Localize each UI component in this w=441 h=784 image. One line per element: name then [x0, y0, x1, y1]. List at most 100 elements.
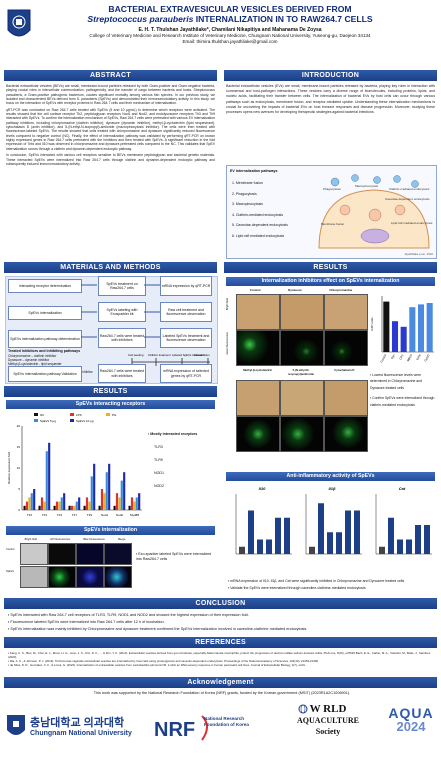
col-label: 5-(N-ethyl-N-isopropyl)amiloride: [288, 368, 314, 376]
x-tick-label: Nod2: [116, 513, 124, 517]
acknowledgement-heading: Acknowledgement: [4, 677, 437, 688]
reference-text: Kang, C. S., Ban, M., Choi, E. J., Moon,…: [8, 651, 431, 659]
aqua-year: 2024: [396, 719, 426, 734]
timeline-label: Cell seeding: [128, 353, 144, 357]
legend-label: SpEVs 5 μg: [40, 419, 56, 423]
row-label: Green fluorescence: [226, 332, 229, 355]
bar: [400, 326, 407, 352]
flow-box: mRNA expression of selected genes by qRT…: [160, 364, 212, 383]
results-left-heading: RESULTS: [4, 386, 217, 397]
col-label: Merge: [118, 538, 126, 541]
bar: [45, 451, 48, 510]
bar: [409, 307, 416, 352]
x-tick-label: Tlr7: [72, 513, 77, 517]
anti-inflammatory-bullets: ▪ mRNA expression of Il10, Il1β, and Cat…: [228, 578, 434, 592]
anti-bullet: ▪ Validate the SpEVs were internalized t…: [228, 586, 366, 590]
title-line-2-rest: INTERNALIZATION IN TO RAW264.7 CELLS: [193, 14, 373, 24]
bar: [417, 304, 425, 352]
acknowledgement-text: This work was supported by the National …: [93, 691, 351, 695]
bar: [275, 517, 281, 554]
reference-text: Rai, A. K., & Johnson, P. J. (2019). Tri…: [9, 659, 319, 663]
x-tick-label: Dyn: [390, 353, 396, 360]
internalization-bullet: ▪ Exo-sparkler labeled SpEVs were intern…: [136, 552, 212, 561]
micrograph-col-labels: Bright field GP Fluorescence Blue Fluore…: [18, 538, 132, 541]
micrograph-mbcd-green: [236, 416, 280, 452]
y-tick-label: 15: [17, 445, 21, 449]
cnu-korean-name: 충남대학교 의과대학: [30, 717, 125, 729]
col-label: Dynasore: [288, 288, 302, 292]
bar: [78, 497, 81, 510]
diagram-label: Caveolae-dependent endocytosis: [385, 197, 430, 201]
receptor-bar-chart: 0 5 10 15 20 Relative expression fold Tlr2 Tlr3…: [7, 413, 142, 517]
introduction-heading: INTRODUCTION: [224, 70, 437, 81]
gene-expression-charts: Il10 Il1β Cat: [235, 486, 432, 555]
bar: [108, 463, 111, 510]
x-tick-label: CPZ: [398, 353, 404, 360]
micrograph-bright-control: [20, 543, 48, 565]
flow-box: Raw264.7 cells were treated with inhibit…: [98, 364, 146, 383]
bar: [68, 505, 71, 510]
bar: [40, 497, 44, 510]
flow-box: Labeled SpEVs treatment and fluorescence…: [160, 328, 212, 348]
row-label: Bright field: [226, 298, 229, 311]
bar: [103, 493, 106, 510]
x-tick-label: MβCD: [406, 354, 413, 363]
abstract-text: Bacterial extracellular vesicles (BEVs) …: [6, 84, 215, 166]
inhibitor-result-text: Confirm SpEVs were internalized through …: [370, 396, 435, 407]
abstract-heading: ABSTRACT: [4, 70, 217, 81]
footer-logos: 충남대학교 의과대학 Chungnam National University …: [0, 700, 441, 784]
nrf-logo: NRF: [154, 715, 208, 741]
diagram-citation: Jayathilake et al., 2022: [404, 252, 433, 256]
micrograph-green-spevs: [48, 566, 76, 588]
y-tick-label: 10: [17, 466, 21, 470]
conclusion-text: SpEVs internalization was mainly inhibit…: [10, 627, 308, 631]
bar: [63, 493, 66, 510]
cnu-seal-icon: [7, 715, 25, 735]
row-label: Control: [6, 548, 15, 551]
bar: [336, 532, 342, 554]
conclusion-heading: CONCLUSION: [4, 598, 437, 609]
bar: [70, 505, 74, 510]
bar: [309, 546, 315, 554]
bar: [327, 532, 333, 554]
bar: [397, 539, 403, 554]
reference-item: ▪ Rai, A. K., & Johnson, P. J. (2019). T…: [8, 659, 319, 663]
pathway-list: 1. Membrane fusion 2. Phagocytosis 3. Ma…: [232, 178, 288, 241]
x-tick-label: EIPA: [415, 353, 422, 360]
col-label: Cytochalasin D: [334, 368, 355, 372]
bar: [266, 539, 272, 554]
bar: [30, 493, 33, 510]
conclusion-text: Fluorescence labeled SpEVs were internal…: [10, 620, 165, 624]
poster-title: BACTERIAL EXTRAVESICULAR VESICLES DERIVE…: [40, 4, 420, 24]
col-label: Control: [249, 288, 261, 292]
bar: [55, 501, 59, 510]
bar: [406, 539, 412, 554]
inhibitor-result-bullet: ▪ Lowest fluorescence levels were determ…: [370, 373, 423, 390]
micrograph-dynasore-bright: [280, 294, 324, 330]
bar: [83, 505, 86, 510]
receptors-subheading: SpEVs interacting receptors: [6, 400, 215, 409]
flow-box: Raw cell treatment and fluorescence obse…: [160, 302, 212, 322]
was-line-2: AQUACULTURE: [297, 716, 359, 725]
legend-swatch: [34, 413, 38, 416]
x-tick-label: Tlr9: [87, 513, 92, 517]
inhibitor-list-title: Treated inhibitors and inhibiting pathwa…: [8, 349, 81, 353]
bar: [284, 517, 290, 554]
receptor-bullet-title: ▪ Mostly interacted receptors: [148, 432, 198, 436]
bar: [25, 501, 29, 510]
row-label: SpEVs: [6, 570, 14, 573]
bottom-col-labels: Methyl-β-cyclodextrin 5-(N-ethyl-N-isopr…: [236, 368, 366, 376]
bar: [88, 501, 91, 510]
reference-text: da Silva, D. R., Gonzalez, C. F., & Lorc…: [9, 663, 306, 667]
receptor-bullet: TLR9: [154, 458, 163, 462]
pathway-item: 1. Membrane fusion: [232, 181, 263, 185]
flow-box: SpEVs internalization pathway Validation: [8, 366, 82, 382]
references-heading: REFERENCES: [4, 637, 437, 648]
bar: [75, 501, 78, 510]
pathway-item: 6. Lipid raft mediated endocytosis: [232, 233, 285, 238]
bar: [383, 301, 390, 352]
title-line-1: BACTERIAL EXTRAVESICULAR VESICLES DERIVE…: [108, 4, 352, 14]
inhibitor-micrographs: Control Dynasore Chlorpromazine Bright f…: [226, 288, 368, 458]
timeline-label: Labeled SpEVs treatment: [172, 353, 204, 357]
timeline-label: Visualization: [194, 353, 210, 357]
